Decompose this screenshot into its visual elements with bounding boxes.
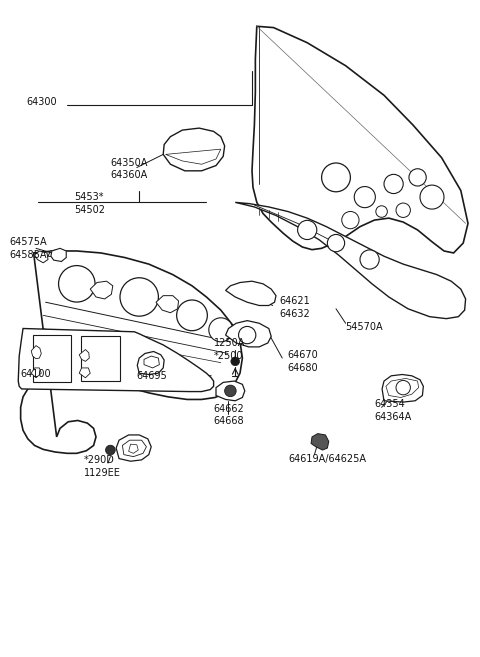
Polygon shape (156, 296, 179, 313)
Polygon shape (122, 440, 146, 457)
Polygon shape (311, 434, 329, 450)
Text: 1250A
*2500: 1250A *2500 (214, 338, 245, 361)
Circle shape (231, 357, 240, 366)
Polygon shape (31, 368, 41, 378)
Text: 64100: 64100 (20, 369, 51, 380)
Polygon shape (137, 351, 164, 374)
Polygon shape (252, 26, 468, 253)
Polygon shape (79, 368, 90, 378)
Polygon shape (21, 251, 242, 453)
Polygon shape (33, 335, 71, 382)
Text: 54570A: 54570A (346, 321, 383, 332)
Text: 64350A
64360A: 64350A 64360A (110, 158, 148, 180)
Circle shape (298, 220, 317, 240)
Circle shape (360, 250, 379, 269)
Polygon shape (226, 281, 276, 306)
Text: 64670
64680: 64670 64680 (287, 350, 318, 373)
Polygon shape (235, 202, 466, 319)
Text: *290D
1129EE: *290D 1129EE (84, 455, 121, 478)
Circle shape (376, 206, 387, 217)
Text: 64354
64364A: 64354 64364A (374, 399, 412, 422)
Text: 5453*
54502: 5453* 54502 (74, 193, 106, 215)
Circle shape (120, 278, 158, 316)
Circle shape (225, 385, 236, 397)
Circle shape (420, 185, 444, 209)
Polygon shape (35, 251, 48, 263)
Text: 64575A
64585A: 64575A 64585A (10, 237, 47, 260)
Circle shape (327, 235, 345, 252)
Polygon shape (31, 346, 41, 359)
Circle shape (384, 174, 403, 194)
Circle shape (409, 169, 426, 186)
Text: 64300: 64300 (26, 97, 57, 107)
Circle shape (322, 163, 350, 192)
Circle shape (177, 300, 207, 330)
Circle shape (396, 380, 410, 395)
Circle shape (239, 327, 256, 344)
Polygon shape (116, 435, 151, 461)
Polygon shape (216, 381, 245, 401)
Polygon shape (144, 356, 159, 368)
Circle shape (396, 203, 410, 217)
Circle shape (59, 265, 95, 302)
Polygon shape (81, 336, 120, 381)
Polygon shape (79, 350, 89, 361)
Circle shape (354, 187, 375, 208)
Polygon shape (129, 444, 138, 453)
Polygon shape (51, 248, 66, 261)
Polygon shape (18, 328, 214, 392)
Text: 64662
64668: 64662 64668 (214, 404, 244, 426)
Circle shape (209, 318, 233, 342)
Polygon shape (382, 374, 423, 402)
Text: 64695: 64695 (137, 371, 168, 381)
Polygon shape (48, 250, 62, 258)
Polygon shape (90, 281, 113, 299)
Circle shape (342, 212, 359, 229)
Polygon shape (226, 321, 271, 347)
Text: 64619A/64625A: 64619A/64625A (288, 453, 366, 464)
Polygon shape (163, 128, 225, 171)
Circle shape (106, 445, 115, 455)
Text: 64621
64632: 64621 64632 (280, 296, 311, 319)
